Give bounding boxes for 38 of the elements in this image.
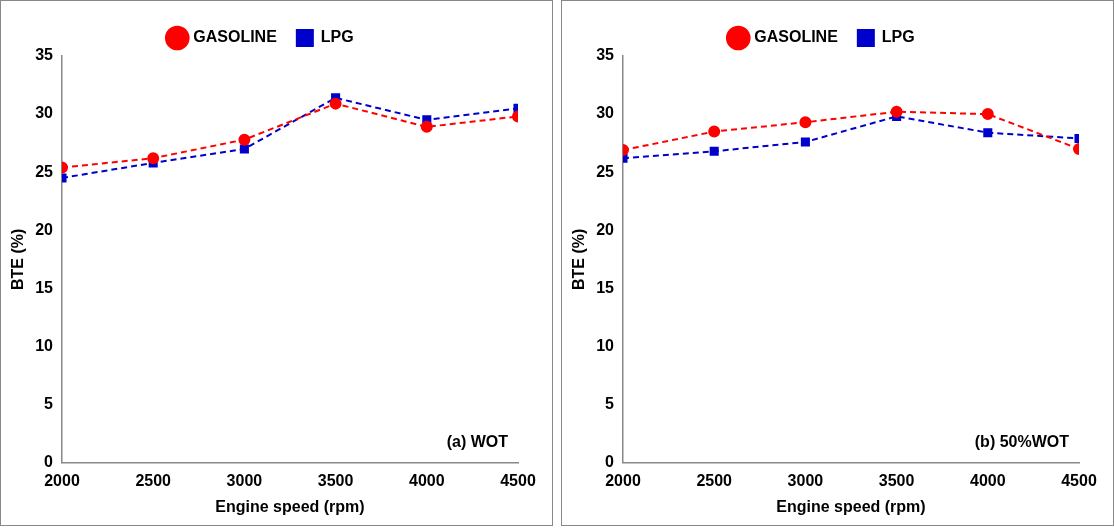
y-axis-title: BTE (%) (9, 228, 27, 290)
y-tick-label: 30 (596, 104, 615, 122)
x-tick-label: 4000 (409, 471, 445, 489)
annotation: (a) WOT (446, 433, 509, 451)
x-tick-label: 3500 (878, 471, 915, 489)
legend-label: GASOLINE (754, 28, 839, 46)
x-tick-label: 2500 (135, 471, 172, 489)
y-tick-label: 15 (35, 278, 54, 296)
x-tick-label: 4500 (500, 471, 536, 489)
x-tick-label: 4500 (1061, 471, 1097, 489)
y-tick-label: 35 (596, 46, 615, 64)
y-tick-label: 20 (596, 220, 615, 238)
y-tick-label: 10 (596, 336, 615, 354)
y-tick-label: 15 (596, 278, 615, 296)
y-tick-label: 10 (35, 336, 54, 354)
y-tick-label: 0 (44, 453, 54, 471)
x-tick-label: 3000 (787, 471, 824, 489)
x-tick-label: 3500 (317, 471, 354, 489)
legend-label: LPG (320, 28, 354, 46)
annotation: (b) 50%WOT (974, 433, 1070, 451)
y-tick-label: 25 (596, 162, 615, 180)
x-tick-label: 2500 (696, 471, 733, 489)
y-tick-label: 5 (605, 394, 615, 412)
x-tick-label: 2000 (44, 471, 80, 489)
y-tick-label: 30 (35, 104, 54, 122)
y-tick-label: 20 (35, 220, 54, 238)
x-axis-title: Engine speed (rpm) (776, 497, 926, 515)
legend-label: GASOLINE (193, 28, 278, 46)
x-tick-label: 2000 (605, 471, 641, 489)
y-tick-label: 25 (35, 162, 54, 180)
x-axis-title: Engine speed (rpm) (215, 497, 365, 515)
y-tick-label: 35 (35, 46, 54, 64)
legend-label: LPG (881, 28, 915, 46)
y-tick-label: 5 (44, 394, 54, 412)
x-tick-label: 3000 (226, 471, 263, 489)
x-tick-label: 4000 (970, 471, 1006, 489)
y-axis-title: BTE (%) (570, 228, 588, 290)
y-tick-label: 0 (605, 453, 615, 471)
